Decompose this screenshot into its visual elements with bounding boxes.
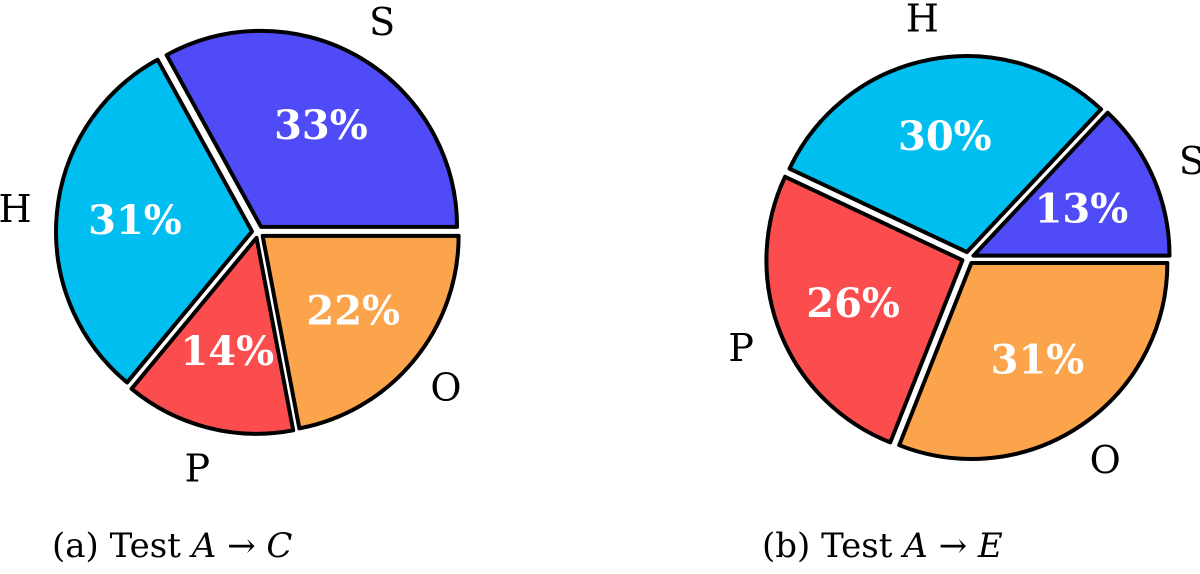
pie-chart-b: 13% S 30% H 26% P 31% O: [728, 0, 1200, 482]
slice-category-label: O: [1090, 438, 1121, 482]
caption-b-prefix: (b) Test: [762, 526, 893, 566]
caption-a-from: A: [191, 526, 217, 566]
slice-category-label: O: [430, 366, 461, 410]
pie-slice-h: [54, 57, 255, 385]
slice-category-label: P: [728, 326, 754, 370]
caption-a-arrow: →: [227, 526, 256, 566]
caption-b-arrow: →: [938, 526, 968, 566]
caption-b-from: A: [903, 526, 928, 566]
caption-b: (b) Test A → E: [762, 526, 1003, 566]
caption-a: (a) Test A → C: [52, 526, 292, 566]
caption-a-prefix: (a) Test: [52, 526, 181, 566]
pie-charts: 33% S 31% H 14% P 22% O 13% S 30% H 26% P 31% O: [0, 0, 1200, 490]
pie-slice-s: [971, 110, 1172, 258]
slice-category-label: P: [185, 446, 211, 490]
pie-slice-h: [787, 54, 1104, 255]
slice-category-label: H: [906, 0, 939, 40]
slice-percent-label: 22%: [306, 287, 400, 334]
slice-percent-label: 14%: [180, 328, 274, 375]
slice-percent-label: 31%: [991, 337, 1085, 384]
pie-slice-o: [260, 233, 461, 431]
caption-b-to: E: [977, 526, 1003, 566]
slice-percent-label: 26%: [806, 280, 900, 327]
caption-a-to: C: [266, 526, 293, 566]
slice-percent-label: 30%: [898, 113, 992, 160]
pie-chart-a: 33% S 31% H 14% P 22% O: [0, 0, 462, 490]
pie-slice-p: [764, 174, 965, 445]
slice-category-label: S: [1179, 139, 1200, 183]
pie-slice-p: [129, 235, 296, 436]
slice-category-label: H: [0, 187, 32, 231]
slice-category-label: S: [369, 0, 395, 44]
slice-percent-label: 13%: [1035, 185, 1129, 232]
pie-slice-o: [897, 260, 1170, 461]
slice-percent-label: 31%: [88, 197, 182, 244]
slice-percent-label: 33%: [274, 102, 368, 149]
pie-slice-s: [164, 28, 460, 229]
